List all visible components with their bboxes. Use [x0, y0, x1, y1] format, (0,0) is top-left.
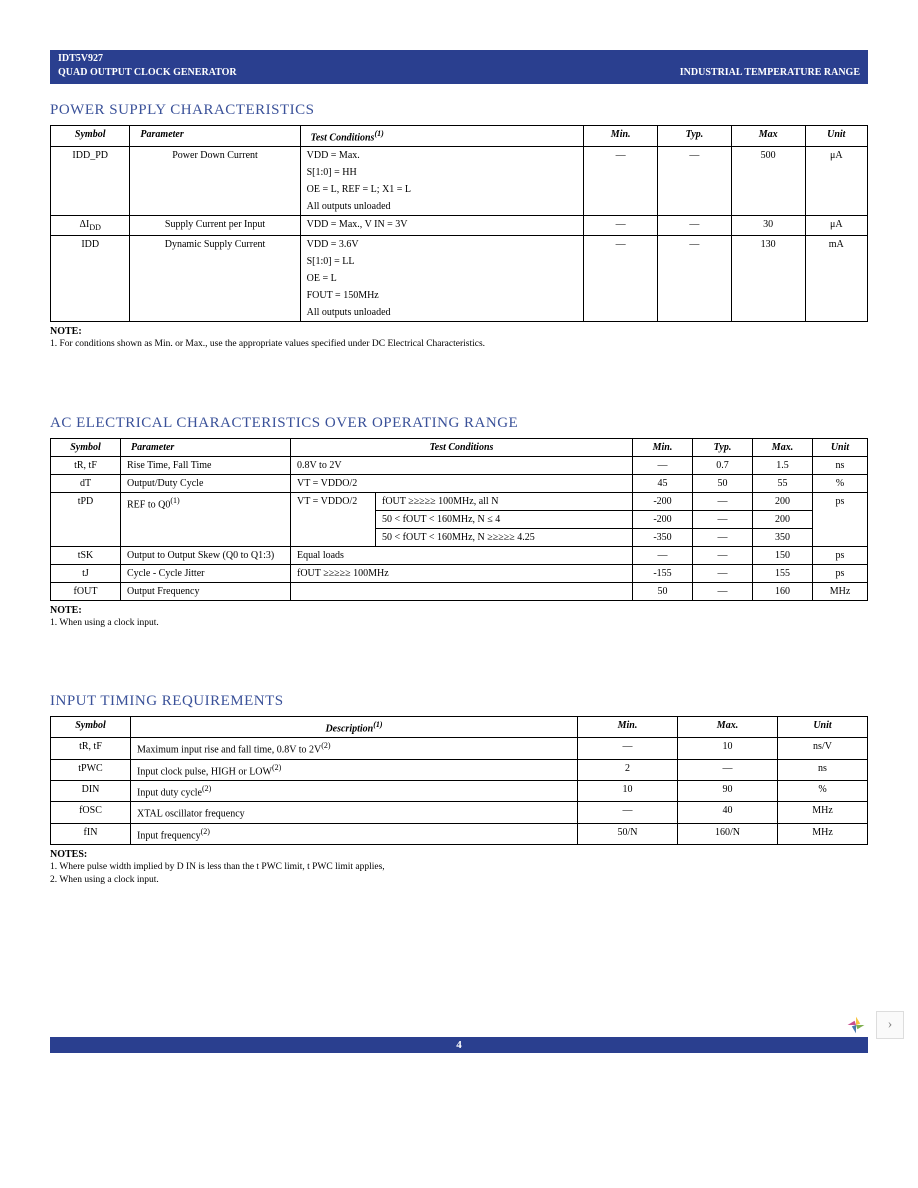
cell-symbol: IDD [51, 236, 130, 322]
table-row: ΔIDD Supply Current per Input VDD = Max.… [51, 216, 868, 236]
col-unit: Unit [778, 717, 868, 738]
cell-max: 130 [731, 236, 805, 322]
col-max: Max. [753, 438, 813, 456]
cell-unit: μA [805, 147, 867, 216]
section2-title: AC ELECTRICAL CHARACTERISTICS OVER OPERA… [50, 415, 868, 432]
table-row: tJ Cycle - Cycle Jitter fOUT ≥≥≥≥≥ 100MH… [51, 564, 868, 582]
cell-symbol: ΔIDD [51, 216, 130, 236]
note-text: 2. When using a clock input. [50, 874, 868, 886]
col-parameter: Parameter [130, 126, 300, 147]
cell-param: Supply Current per Input [130, 216, 300, 236]
table-row: fOUT Output Frequency 50 — 160 MHz [51, 582, 868, 600]
table-row: tPWC Input clock pulse, HIGH or LOW(2) 2… [51, 759, 868, 780]
cell-typ: — [658, 236, 732, 322]
cell-typ: — [658, 147, 732, 216]
col-test-cond: Test Conditions [291, 438, 633, 456]
table-row: tPD REF to Q0(1) VT = VDDO/2 fOUT ≥≥≥≥≥ … [51, 492, 868, 510]
footer-bar: 4 [50, 1037, 868, 1053]
input-timing-table: Symbol Description(1) Min. Max. Unit tR,… [50, 716, 868, 845]
logo-icon [842, 1011, 870, 1039]
table-row: IDD_PD Power Down Current VDD = Max. S[1… [51, 147, 868, 216]
col-test-cond: Test Conditions(1) [300, 126, 584, 147]
table-row: fOSC XTAL oscillator frequency — 40 MHz [51, 802, 868, 823]
page-content: IDT5V927 QUAD OUTPUT CLOCK GENERATOR IND… [0, 0, 918, 927]
table-row: dT Output/Duty Cycle VT = VDDO/2 45 50 5… [51, 474, 868, 492]
cell-unit: mA [805, 236, 867, 322]
table-row: fIN Input frequency(2) 50/N 160/N MHz [51, 823, 868, 844]
next-page-button[interactable]: › [876, 1011, 904, 1039]
cell-param: Dynamic Supply Current [130, 236, 300, 322]
section3-title: INPUT TIMING REQUIREMENTS [50, 693, 868, 710]
col-parameter: Parameter [121, 438, 291, 456]
col-desc: Description(1) [131, 717, 578, 738]
note-text: 1. For conditions shown as Min. or Max.,… [50, 338, 868, 350]
cell-cond: VDD = Max. S[1:0] = HH OE = L, REF = L; … [300, 147, 584, 216]
note-heading: NOTE: [50, 605, 868, 616]
cell-min: — [584, 147, 658, 216]
cell-unit: μA [805, 216, 867, 236]
col-unit: Unit [813, 438, 868, 456]
cell-param: Power Down Current [130, 147, 300, 216]
nav-controls: › [842, 1011, 904, 1039]
table-header-row: Symbol Description(1) Min. Max. Unit [51, 717, 868, 738]
cell-cond: VDD = Max., V IN = 3V [300, 216, 584, 236]
cell-cond: VDD = 3.6V S[1:0] = LL OE = L FOUT = 150… [300, 236, 584, 322]
col-unit: Unit [805, 126, 867, 147]
cell-typ: — [658, 216, 732, 236]
col-symbol: Symbol [51, 438, 121, 456]
col-min: Min. [584, 126, 658, 147]
part-number: IDT5V927 [58, 53, 103, 64]
page-number: 4 [456, 1039, 462, 1051]
table-row: tR, tF Rise Time, Fall Time 0.8V to 2V —… [51, 456, 868, 474]
cell-min: — [584, 236, 658, 322]
note-text: 1. Where pulse width implied by D IN is … [50, 861, 868, 873]
note-text: 1. When using a clock input. [50, 617, 868, 629]
cell-symbol: IDD_PD [51, 147, 130, 216]
section1-title: POWER SUPPLY CHARACTERISTICS [50, 102, 868, 119]
note-heading: NOTE: [50, 326, 868, 337]
col-symbol: Symbol [51, 717, 131, 738]
table-header-row: Symbol Parameter Test Conditions(1) Min.… [51, 126, 868, 147]
table-row: tSK Output to Output Skew (Q0 to Q1:3) E… [51, 546, 868, 564]
note-heading: NOTES: [50, 849, 868, 860]
col-min: Min. [578, 717, 678, 738]
col-min: Min. [633, 438, 693, 456]
col-typ: Typ. [693, 438, 753, 456]
part-subtitle: QUAD OUTPUT CLOCK GENERATOR [58, 67, 237, 78]
temp-range: INDUSTRIAL TEMPERATURE RANGE [680, 67, 860, 78]
table-header-row: Symbol Parameter Test Conditions Min. Ty… [51, 438, 868, 456]
col-max: Max [731, 126, 805, 147]
cell-min: — [584, 216, 658, 236]
col-max: Max. [678, 717, 778, 738]
ac-char-table: Symbol Parameter Test Conditions Min. Ty… [50, 438, 868, 601]
cell-max: 500 [731, 147, 805, 216]
table-row: tR, tF Maximum input rise and fall time,… [51, 738, 868, 759]
col-symbol: Symbol [51, 126, 130, 147]
table-row: DIN Input duty cycle(2) 10 90 % [51, 781, 868, 802]
header-bar: IDT5V927 QUAD OUTPUT CLOCK GENERATOR IND… [50, 50, 868, 84]
table-row: IDD Dynamic Supply Current VDD = 3.6V S[… [51, 236, 868, 322]
power-supply-table: Symbol Parameter Test Conditions(1) Min.… [50, 125, 868, 322]
cell-max: 30 [731, 216, 805, 236]
col-typ: Typ. [658, 126, 732, 147]
